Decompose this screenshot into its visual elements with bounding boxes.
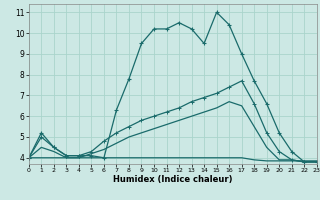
X-axis label: Humidex (Indice chaleur): Humidex (Indice chaleur) xyxy=(113,175,233,184)
